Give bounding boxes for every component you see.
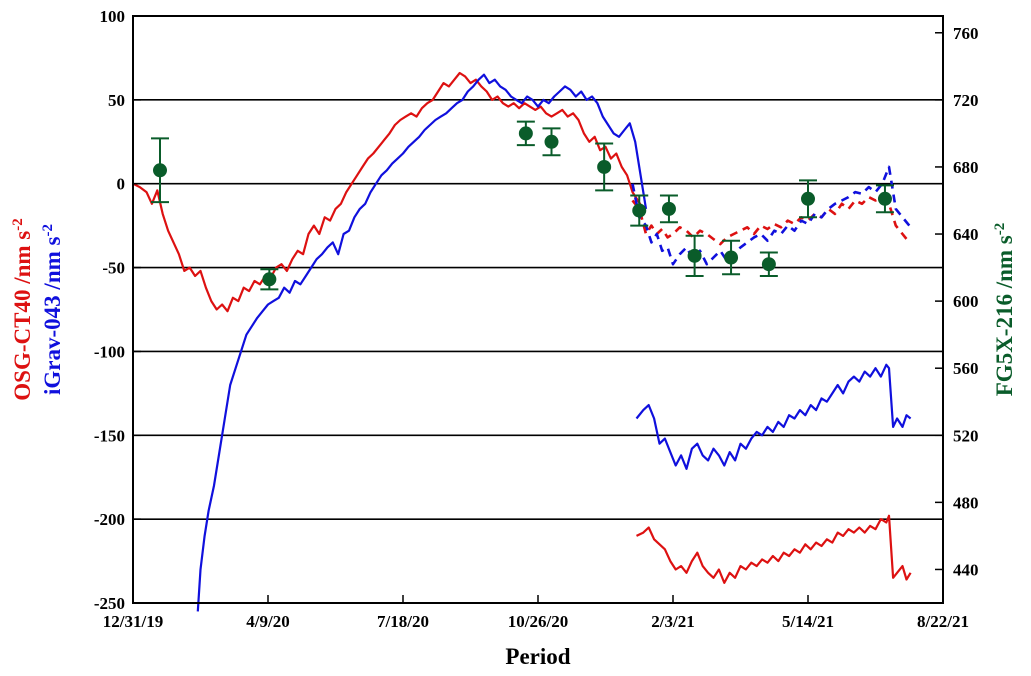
marker [597,159,612,174]
left-tick-label: 100 [100,7,126,26]
right-axis-title-text: FG5X-216 /nm s-2 [992,223,1017,397]
series-line [631,195,911,246]
marker [518,126,533,141]
left-tick-label: -100 [94,342,125,361]
left-axis-title-line: OSG-CT40 /nm s-2 [10,218,35,400]
x-tick-label: 2/3/21 [651,612,694,631]
right-tick-label: 640 [953,225,979,244]
right-axis: 440 480 520 560 600 640 680 720 760 [935,24,979,579]
fg5x-point [260,268,279,291]
right-tick-label: 520 [953,426,979,445]
left-tick-label: -200 [94,510,125,529]
fg5x-point [542,127,561,157]
fg5x-point [759,251,778,277]
left-tick-label: 50 [108,91,125,110]
series-line [196,73,648,612]
left-tick-label: -50 [102,259,125,278]
marker [761,257,776,272]
series-line [635,363,912,470]
fg5x-point [722,239,741,276]
marker [262,272,277,287]
fg5x-point [685,234,704,277]
x-tick-label: 5/14/21 [782,612,834,631]
gridlines [133,99,943,520]
right-tick-label: 600 [953,292,979,311]
plot-background [133,16,943,603]
fg5x-point [630,194,649,227]
fg5x-point [875,184,894,214]
left-axis-title-line: iGrav-043 /nm s-2 [40,224,65,395]
fg5x-point [595,142,614,192]
x-tick-label: 12/31/19 [103,612,163,631]
right-tick-label: 480 [953,493,979,512]
right-tick-label: 720 [953,91,979,110]
marker [801,191,815,206]
fg5x-point [659,194,678,224]
right-tick-label: 760 [953,24,979,43]
left-axis: 100 50 0 -50 -100 -150 -200 -250 [94,7,141,613]
x-tick-label: 7/18/20 [377,612,429,631]
fg5x-point [799,179,817,219]
fg5x-points [151,120,894,291]
marker [544,134,559,149]
series-line [132,71,645,313]
right-tick-label: 680 [953,158,979,177]
x-tick-label: 4/9/20 [246,612,289,631]
series-line [636,514,912,585]
marker [877,191,892,206]
marker [661,201,676,216]
marker [687,248,702,263]
x-axis-title: Period [505,644,570,669]
right-tick-label: 560 [953,359,979,378]
marker [724,250,739,265]
series-lines [132,71,912,612]
left-tick-label: -150 [94,426,125,445]
x-axis: 12/31/19 4/9/20 7/18/20 10/26/20 2/3/21 5/14/… [103,595,969,631]
right-axis-title: FG5X-216 /nm s-2 [992,223,1017,397]
x-tick-label: 10/26/20 [508,612,568,631]
left-tick-label: -250 [94,594,125,613]
left-tick-label: 0 [117,175,126,194]
right-tick-label: 440 [953,560,979,579]
fg5x-point [516,120,535,147]
series-line [631,165,911,266]
x-tick-label: 8/22/21 [917,612,969,631]
fg5x-point [151,137,169,204]
marker [632,203,647,218]
marker [153,163,167,178]
